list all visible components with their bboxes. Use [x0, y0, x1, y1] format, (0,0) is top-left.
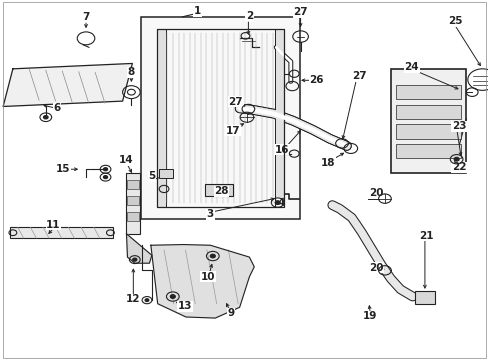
Circle shape — [275, 201, 280, 204]
Text: 20: 20 — [368, 188, 383, 198]
Text: 27: 27 — [228, 97, 243, 107]
Text: 15: 15 — [56, 164, 70, 174]
Text: 20: 20 — [368, 263, 383, 273]
Text: 7: 7 — [82, 12, 89, 22]
Circle shape — [103, 176, 107, 179]
Bar — [395, 85, 461, 99]
Text: 6: 6 — [53, 103, 61, 113]
Polygon shape — [126, 234, 152, 263]
Bar — [127, 196, 139, 205]
Bar — [159, 169, 172, 178]
Bar — [127, 212, 139, 221]
Bar — [274, 30, 283, 207]
Bar — [390, 69, 466, 173]
Text: 24: 24 — [404, 62, 418, 72]
Text: 1: 1 — [193, 6, 201, 17]
Text: 26: 26 — [309, 75, 323, 85]
Bar — [157, 30, 165, 207]
Text: 3: 3 — [206, 209, 214, 219]
Bar — [141, 17, 299, 220]
Text: 2: 2 — [245, 11, 252, 21]
Text: 13: 13 — [178, 301, 192, 311]
Text: 10: 10 — [200, 272, 215, 282]
Bar — [10, 227, 113, 238]
Bar — [395, 125, 461, 139]
Circle shape — [103, 168, 107, 171]
Bar — [414, 291, 434, 305]
Text: 9: 9 — [227, 309, 234, 318]
Text: 11: 11 — [46, 220, 61, 230]
Text: 19: 19 — [363, 311, 377, 321]
Text: 25: 25 — [447, 17, 462, 27]
Bar — [395, 105, 461, 119]
Circle shape — [145, 299, 149, 302]
Bar — [127, 180, 139, 189]
Bar — [204, 184, 232, 196]
Text: 18: 18 — [321, 158, 335, 168]
Text: 14: 14 — [119, 155, 134, 165]
Circle shape — [170, 295, 175, 298]
Text: 27: 27 — [293, 7, 307, 17]
Text: 17: 17 — [225, 126, 240, 135]
Text: 4: 4 — [277, 198, 284, 208]
Text: 28: 28 — [214, 186, 228, 197]
Circle shape — [43, 116, 48, 119]
Text: 5: 5 — [148, 171, 155, 181]
Text: 16: 16 — [275, 144, 289, 154]
Text: 21: 21 — [418, 231, 432, 240]
Circle shape — [453, 157, 458, 161]
Polygon shape — [3, 63, 132, 107]
Bar — [157, 30, 283, 207]
Polygon shape — [151, 244, 254, 318]
Text: 23: 23 — [451, 121, 466, 131]
Text: 22: 22 — [451, 162, 466, 172]
Circle shape — [210, 254, 215, 258]
Bar — [126, 173, 140, 234]
Text: 8: 8 — [127, 67, 135, 77]
Text: 12: 12 — [126, 294, 140, 304]
Bar — [395, 144, 461, 158]
Circle shape — [132, 258, 137, 261]
Text: 27: 27 — [351, 71, 366, 81]
